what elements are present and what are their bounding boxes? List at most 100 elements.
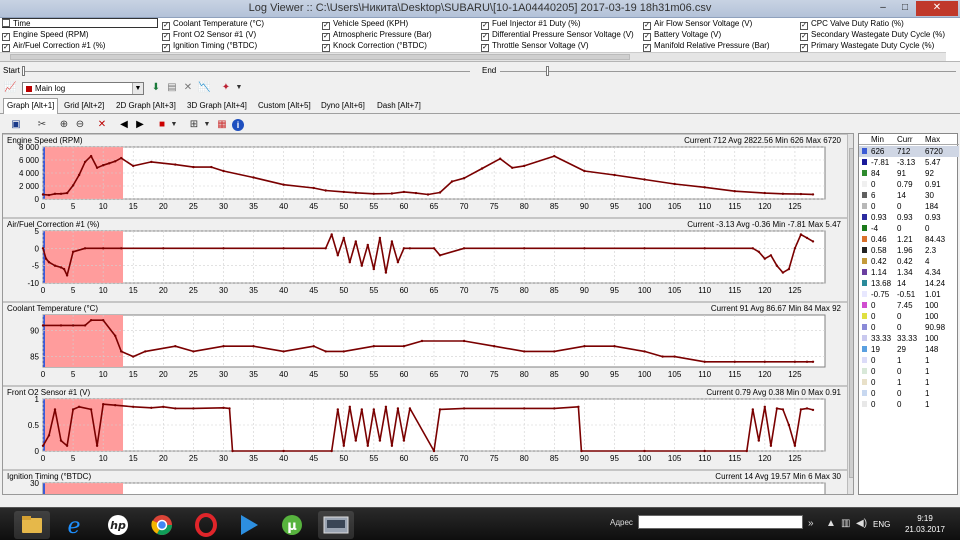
close-log-icon[interactable]: ✕ [183,82,193,93]
values-row[interactable]: 0 0 1 [859,388,959,399]
graph-scrollbar[interactable] [847,134,853,494]
save-icon[interactable]: ▣ [11,119,21,130]
scrollbar-thumb[interactable] [849,148,853,478]
opera-icon[interactable] [188,511,224,539]
settings-grid-icon[interactable]: ▦ [217,119,227,130]
minimize-button[interactable]: – [880,2,886,13]
values-row[interactable]: -0.75 -0.51 1.01 [859,289,959,300]
cut-icon[interactable]: ✂ [37,119,47,130]
previous-icon[interactable]: ◀ [120,119,128,130]
utorrent-icon[interactable]: µ [274,511,310,539]
log-selector[interactable]: Main log ▼ [22,82,144,95]
cursor-marker[interactable] [43,483,45,495]
channel-item[interactable]: ✓ Manifold Relative Pressure (Bar) [643,41,770,52]
channel-item[interactable]: ✓ Fuel Injector #1 Duty (%) [481,19,580,30]
cursor-marker[interactable] [43,231,45,283]
file-explorer-icon[interactable] [14,511,50,539]
next-icon[interactable]: ▶ [136,119,144,130]
channel-checkbox[interactable]: ✓ [162,44,170,52]
values-row[interactable]: 0 1 1 [859,355,959,366]
hp-icon[interactable]: hp [100,511,136,539]
values-row[interactable]: 0.93 0.93 0.93 [859,212,959,223]
tab-custom[interactable]: Custom [Alt+5] [258,101,311,110]
channel-item[interactable]: ✓ Front O2 Sensor #1 (V) [162,30,256,41]
channel-checkbox[interactable]: ✓ [162,33,170,41]
delete-icon[interactable]: ✕ [97,119,107,130]
channel-checkbox[interactable]: ✓ [2,33,10,41]
show-hidden-icons-icon[interactable]: ▲ [826,518,836,529]
channel-item[interactable]: ✓ Air/Fuel Correction #1 (%) [2,41,105,52]
zoom-out-icon[interactable]: ⊖ [75,119,85,130]
values-row[interactable]: 0.46 1.21 84.43 [859,234,959,245]
values-row[interactable]: 0 0.79 0.91 [859,179,959,190]
values-row[interactable]: 0 0 100 [859,311,959,322]
chevron-down-icon[interactable]: ▼ [132,83,143,94]
marker-dropdown-icon[interactable]: ▼ [170,121,178,128]
maximize-button[interactable]: □ [901,2,909,13]
tab-dash[interactable]: Dash [Alt+7] [377,101,421,110]
values-row[interactable]: 13.68 14 14.24 [859,278,959,289]
address-dropdown-icon[interactable]: ▼ [788,520,796,529]
media-player-icon[interactable] [230,511,266,539]
channel-checkbox[interactable]: ✓ [800,22,808,30]
close-button[interactable]: ✕ [916,1,958,16]
channel-item[interactable]: ✓ Vehicle Speed (KPH) [322,19,408,30]
values-row[interactable]: 19 29 148 [859,344,959,355]
plot-area[interactable] [42,482,826,495]
graph-icon[interactable]: 📉 [198,82,211,93]
channel-item[interactable]: ✓ Atmospheric Pressure (Bar) [322,30,432,41]
channel-checkbox[interactable]: ✓ [162,22,170,30]
info-icon[interactable]: i [232,119,244,131]
channel-item[interactable]: Time [2,19,30,29]
selection-highlight[interactable] [43,315,124,367]
channel-item[interactable]: ✓ Differential Pressure Sensor Voltage (V… [481,30,634,41]
channel-item[interactable]: ✓ CPC Valve Duty Ratio (%) [800,19,904,30]
values-row[interactable]: 0.58 1.96 2.3 [859,245,959,256]
values-row[interactable]: 626 712 6720 [859,146,959,157]
channel-checkbox[interactable]: ✓ [800,33,808,41]
values-row[interactable]: 0 0 184 [859,201,959,212]
values-row[interactable]: 33.33 33.33 100 [859,333,959,344]
channel-item[interactable]: ✓ Secondary Wastegate Duty Cycle (%) [800,30,945,41]
cursor-marker[interactable] [43,315,45,367]
volume-icon[interactable]: ◀) [856,518,868,529]
values-row[interactable]: 6 14 30 [859,190,959,201]
tab-dyno[interactable]: Dyno [Alt+6] [321,101,365,110]
channel-item[interactable]: ✓ Primary Wastegate Duty Cycle (%) [800,41,934,52]
download-icon[interactable]: ⬇ [151,82,161,93]
tools-dropdown-icon[interactable]: ▼ [235,84,243,91]
channel-item[interactable]: ✓ Air Flow Sensor Voltage (V) [643,19,752,30]
channel-item[interactable]: ✓ Throttle Sensor Voltage (V) [481,41,589,52]
tab-graph[interactable]: Graph [Alt+1] [3,98,59,114]
channel-checkbox[interactable]: ✓ [322,22,330,30]
edit-icon[interactable]: ▤ [167,82,177,93]
channel-checkbox[interactable]: ✓ [322,33,330,41]
tab-3d[interactable]: 3D Graph [Alt+4] [187,101,247,110]
values-row[interactable]: 0 7.45 100 [859,300,959,311]
channel-checkbox[interactable]: ✓ [800,44,808,52]
marker-color-icon[interactable]: ■ [158,119,166,130]
selection-highlight[interactable] [43,231,124,283]
tab-2d[interactable]: 2D Graph [Alt+3] [116,101,176,110]
chrome-icon[interactable] [144,511,180,539]
expand-toolbar-icon[interactable]: » [808,518,814,529]
channel-checkbox[interactable] [2,19,10,27]
channel-item[interactable]: ✓ Ignition Timing (°BTDC) [162,41,257,52]
values-row[interactable]: -7.81 -3.13 5.47 [859,157,959,168]
internet-explorer-icon[interactable]: e [56,511,92,539]
end-slider-thumb[interactable] [546,66,549,76]
channel-item[interactable]: ✓ Coolant Temperature (°C) [162,19,264,30]
tab-grid[interactable]: Grid [Alt+2] [64,101,105,110]
start-slider-track[interactable] [22,71,470,72]
language-indicator[interactable]: ENG [873,520,891,529]
channel-checkbox[interactable]: ✓ [481,44,489,52]
start-slider-thumb[interactable] [22,66,25,76]
channel-list-scrollbar[interactable] [0,52,946,61]
channel-checkbox[interactable]: ✓ [481,22,489,30]
log-viewer-app-icon[interactable] [318,511,354,539]
values-row[interactable]: 0 0 1 [859,399,959,410]
channel-checkbox[interactable]: ✓ [643,44,651,52]
graphs-canvas[interactable]: Engine Speed (RPM) Current 712 Avg 2822.5… [3,134,847,495]
values-row[interactable]: 1.14 1.34 4.34 [859,267,959,278]
series-line[interactable] [43,319,813,363]
